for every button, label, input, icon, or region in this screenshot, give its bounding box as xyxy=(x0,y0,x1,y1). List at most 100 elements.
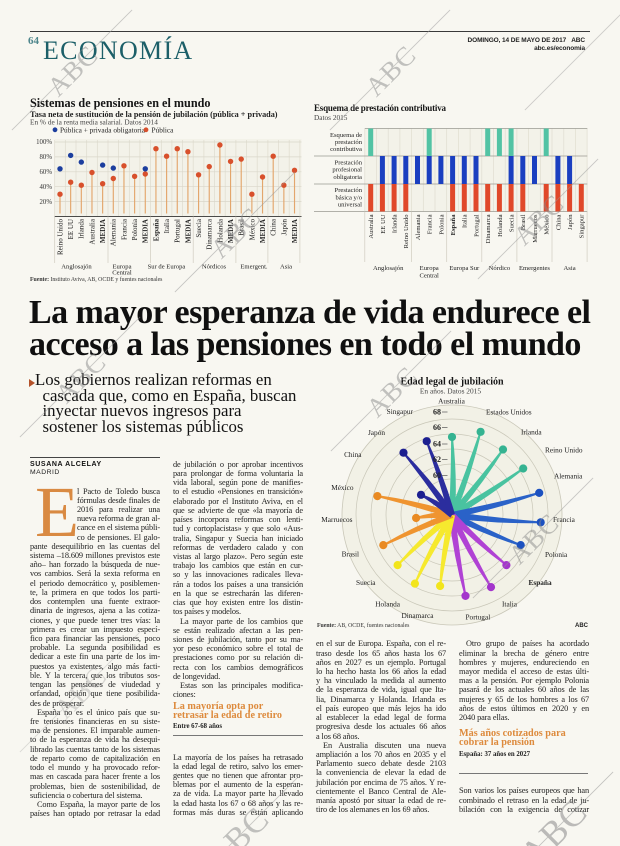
svg-text:Alemania: Alemania xyxy=(554,472,583,481)
svg-text:Portugal: Portugal xyxy=(466,613,491,622)
svg-text:60: 60 xyxy=(433,471,441,480)
svg-text:Tasa neta de sustitución de la: Tasa neta de sustitución de la pensión d… xyxy=(30,110,278,119)
svg-text:Europa: Europa xyxy=(112,263,131,270)
svg-text:En % de la renta media salaria: En % de la renta media salarial. Datos 2… xyxy=(30,117,158,126)
svg-text:Brasil: Brasil xyxy=(238,219,246,236)
svg-text:Datos 2015: Datos 2015 xyxy=(314,113,348,122)
svg-text:Holanda: Holanda xyxy=(375,600,400,609)
svg-text:MEDIA: MEDIA xyxy=(227,219,235,243)
svg-text:Dinamarca: Dinamarca xyxy=(485,214,492,243)
svg-text:China: China xyxy=(270,218,278,236)
svg-text:Francia: Francia xyxy=(427,214,434,234)
svg-text:EE UU: EE UU xyxy=(67,219,75,239)
svg-text:profesional: profesional xyxy=(332,167,362,174)
svg-text:MEDIA: MEDIA xyxy=(184,219,192,243)
svg-text:Anglosajón: Anglosajón xyxy=(61,263,92,270)
svg-text:Dinamarca: Dinamarca xyxy=(206,218,214,250)
svg-text:obligatoria: obligatoria xyxy=(333,174,362,181)
svg-text:68: 68 xyxy=(433,408,441,417)
svg-text:básica y/o: básica y/o xyxy=(335,194,362,201)
svg-text:Australia: Australia xyxy=(88,218,96,245)
svg-text:Reino Unido: Reino Unido xyxy=(56,219,64,255)
svg-text:Brasil: Brasil xyxy=(520,214,527,230)
svg-text:60%: 60% xyxy=(40,169,53,176)
svg-text:España: España xyxy=(152,219,160,242)
svg-text:Prestación: Prestación xyxy=(335,160,363,167)
svg-text:ABC: ABC xyxy=(512,791,595,846)
svg-text:Dinamarca: Dinamarca xyxy=(401,611,434,620)
svg-text:prestación: prestación xyxy=(335,139,363,146)
svg-text:Sistemas de pensiones en el mu: Sistemas de pensiones en el mundo xyxy=(30,96,210,110)
svg-text:Japón: Japón xyxy=(567,214,574,230)
svg-text:Holanda: Holanda xyxy=(497,214,504,236)
svg-text:Francia: Francia xyxy=(120,218,128,240)
svg-text:Alemania: Alemania xyxy=(110,218,118,246)
svg-text:Nórdicos: Nórdicos xyxy=(202,263,227,270)
svg-text:20%: 20% xyxy=(40,199,53,206)
svg-text:66: 66 xyxy=(433,423,441,432)
svg-text:España: España xyxy=(529,578,552,587)
svg-text:Singapur: Singapur xyxy=(387,407,414,416)
svg-text:Pública + privada obligatoria: Pública + privada obligatoria xyxy=(60,125,146,134)
svg-text:Reino Unido: Reino Unido xyxy=(545,446,583,455)
svg-text:64: 64 xyxy=(433,440,441,449)
svg-text:Francia: Francia xyxy=(553,515,576,524)
svg-text:En años. Datos 2015: En años. Datos 2015 xyxy=(420,387,481,396)
svg-text:Holanda: Holanda xyxy=(216,218,224,243)
svg-text:Edad legal de jubilación: Edad legal de jubilación xyxy=(400,377,504,388)
svg-text:Singapur: Singapur xyxy=(579,214,586,239)
svg-text:Central: Central xyxy=(419,273,439,280)
svg-text:Sur de Europa: Sur de Europa xyxy=(148,263,186,270)
svg-text:Esquema de: Esquema de xyxy=(330,132,362,139)
svg-text:Anglosajón: Anglosajón xyxy=(373,265,404,272)
svg-text:Japón: Japón xyxy=(280,219,288,236)
svg-text:ABC: ABC xyxy=(575,623,589,629)
svg-text:Australia: Australia xyxy=(438,397,466,406)
svg-text:Irlanda: Irlanda xyxy=(521,428,542,437)
svg-text:Italia: Italia xyxy=(462,214,469,228)
svg-text:Japón: Japón xyxy=(368,428,385,437)
svg-text:MEDIA: MEDIA xyxy=(259,219,267,243)
svg-text:Australia: Australia xyxy=(368,214,375,238)
svg-text:Esquema de prestación contribu: Esquema de prestación contributiva xyxy=(314,103,446,113)
svg-text:MEDIA: MEDIA xyxy=(142,219,150,243)
svg-text:ABC: ABC xyxy=(507,188,570,251)
svg-text:ABC: ABC xyxy=(359,39,422,102)
svg-text:Italia: Italia xyxy=(163,218,171,233)
svg-text:ABC: ABC xyxy=(199,800,277,846)
svg-text:Estados Unidos: Estados Unidos xyxy=(486,408,532,417)
svg-text:Alemania: Alemania xyxy=(415,214,422,240)
svg-text:Nórdico: Nórdico xyxy=(489,265,511,272)
svg-text:80%: 80% xyxy=(40,154,53,161)
svg-text:MEDIA: MEDIA xyxy=(291,219,299,243)
svg-text:Irlanda: Irlanda xyxy=(392,214,399,233)
svg-text:Marruecos: Marruecos xyxy=(321,515,352,524)
svg-text:Pública: Pública xyxy=(152,125,175,134)
svg-text:China: China xyxy=(555,214,562,230)
svg-text:España: España xyxy=(450,214,457,236)
svg-text:Marruecos: Marruecos xyxy=(532,214,539,243)
svg-text:Asia: Asia xyxy=(564,265,576,272)
svg-text:Suecia: Suecia xyxy=(195,218,203,238)
svg-text:México: México xyxy=(331,483,354,492)
svg-text:Emergent.: Emergent. xyxy=(240,263,268,270)
svg-text:universal: universal xyxy=(338,202,362,209)
svg-text:ABC: ABC xyxy=(49,661,114,726)
svg-text:Central: Central xyxy=(112,270,132,277)
svg-text:Reino Unido: Reino Unido xyxy=(403,214,410,249)
svg-text:62: 62 xyxy=(433,455,441,464)
svg-text:ABC: ABC xyxy=(204,201,267,264)
svg-text:Irlanda: Irlanda xyxy=(78,218,86,239)
svg-text:ABC: ABC xyxy=(360,360,423,423)
svg-text:MEDIA: MEDIA xyxy=(99,219,107,243)
svg-text:Europa: Europa xyxy=(420,265,439,272)
svg-text:Polonia: Polonia xyxy=(545,550,568,559)
svg-text:México: México xyxy=(248,219,256,241)
svg-text:China: China xyxy=(344,450,362,459)
svg-text:contributiva: contributiva xyxy=(330,146,362,153)
svg-text:México: México xyxy=(544,214,551,235)
svg-text:Brasil: Brasil xyxy=(342,550,359,559)
svg-text:ABC: ABC xyxy=(502,507,565,570)
svg-text:ABC: ABC xyxy=(49,346,112,409)
svg-text:EE UU: EE UU xyxy=(380,214,387,233)
